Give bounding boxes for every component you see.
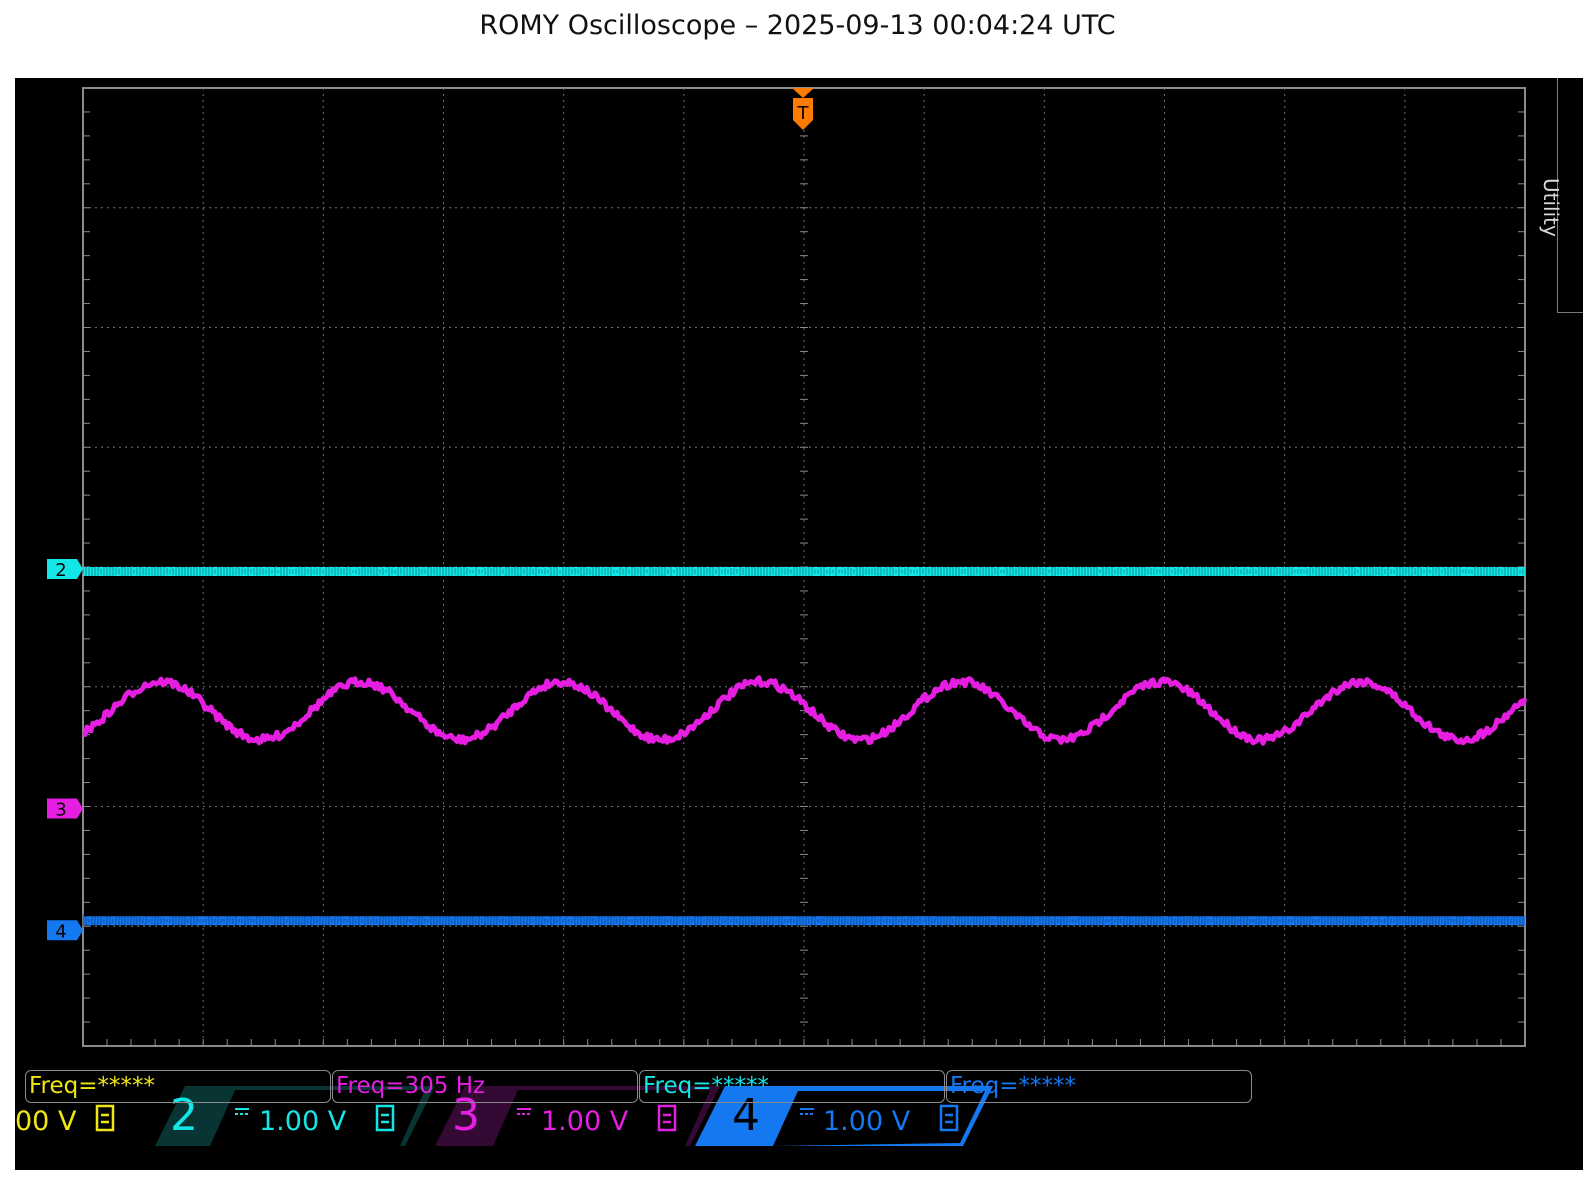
ch4-trace-noise bbox=[82, 913, 1524, 929]
ch3-offset-marker[interactable]: 3 bbox=[47, 798, 83, 821]
channel-markers: 1234 bbox=[47, 559, 83, 942]
bw-limit-icon-frame bbox=[95, 1104, 115, 1132]
ch4-scale-readout: 1.00 V bbox=[823, 1106, 911, 1137]
ch3-marker-flag-icon bbox=[47, 798, 83, 819]
ch2-status-inner bbox=[210, 1090, 425, 1146]
graticule bbox=[82, 87, 1526, 1047]
ch3-freq-readout: Freq=305 Hz bbox=[332, 1070, 638, 1103]
ch4-marker-flag-icon bbox=[47, 920, 83, 941]
bw-limit-icon-frame bbox=[939, 1104, 959, 1132]
ch4-freq-readout: Freq=***** bbox=[946, 1070, 1252, 1103]
ch3-trace bbox=[82, 675, 1528, 746]
ch1-bw-limit-icon bbox=[95, 1104, 115, 1132]
ch2-number: 2 bbox=[170, 1090, 198, 1141]
ch2-freq-readout: Freq=***** bbox=[639, 1070, 945, 1103]
side-menu-panel[interactable] bbox=[1557, 78, 1583, 313]
ch3-status-inner bbox=[493, 1090, 710, 1146]
channel-status-bar: 00 V 2 1.00 V 3 1.00 V 4 1.00 V bbox=[15, 1086, 993, 1146]
ch3-bw-limit-icon bbox=[657, 1104, 677, 1132]
ch2-trace bbox=[83, 567, 1525, 576]
ch2-offset-marker[interactable]: 2 bbox=[47, 559, 83, 581]
trigger-label: T bbox=[797, 103, 810, 124]
ch2-marker-label: 2 bbox=[55, 560, 66, 581]
ch4-status-inner bbox=[773, 1091, 985, 1146]
bw-limit-icon-frame bbox=[375, 1104, 395, 1132]
ch2-scale-readout: 1.00 V bbox=[259, 1106, 347, 1137]
ch1-scale-readout: 00 V bbox=[15, 1106, 77, 1137]
ch4-offset-marker[interactable]: 4 bbox=[47, 920, 83, 942]
trigger-flag-icon bbox=[793, 98, 813, 130]
ch3-number: 3 bbox=[452, 1090, 480, 1141]
ch4-marker-label: 4 bbox=[55, 921, 66, 942]
window-title: ROMY Oscilloscope – 2025-09-13 00:04:24 … bbox=[479, 10, 1116, 41]
ch3-marker-label: 3 bbox=[55, 800, 66, 821]
trigger-marker[interactable]: T bbox=[792, 88, 814, 130]
traces bbox=[82, 564, 1528, 929]
oscilloscope-screen: 1234 T 00 V21.00 V31.00 V41.00 V Utility… bbox=[15, 78, 1583, 1170]
side-menu-label[interactable]: Utility bbox=[1539, 178, 1563, 237]
ch4-trace bbox=[83, 916, 1525, 926]
ch4-bw-limit-icon bbox=[939, 1104, 959, 1132]
bw-limit-icon-frame bbox=[657, 1104, 677, 1132]
ch2-marker-flag-icon bbox=[47, 559, 83, 579]
ch2-trace-noise bbox=[82, 564, 1524, 579]
scope-display: 1234 T 00 V21.00 V31.00 V41.00 V bbox=[15, 87, 1528, 1146]
ch1-freq-readout: Freq=***** bbox=[25, 1070, 331, 1103]
trigger-arrow-icon bbox=[792, 88, 814, 98]
ch4-number: 4 bbox=[732, 1090, 760, 1141]
ch2-bw-limit-icon bbox=[375, 1104, 395, 1132]
ch3-scale-readout: 1.00 V bbox=[541, 1106, 629, 1137]
